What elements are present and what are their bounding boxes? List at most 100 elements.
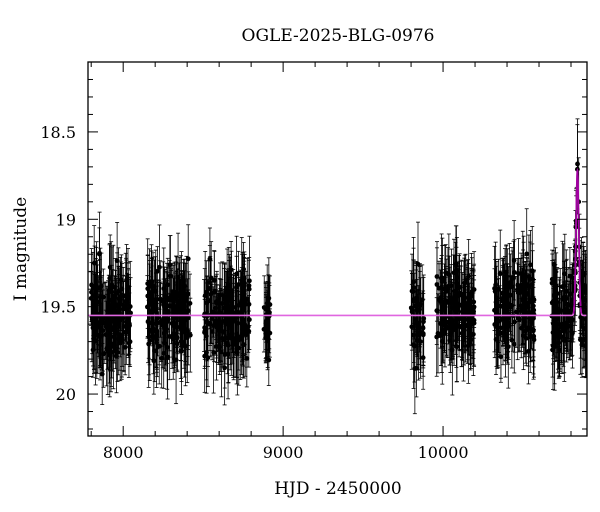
data-point: [123, 294, 129, 300]
data-point: [185, 291, 191, 297]
data-point: [145, 281, 151, 286]
data-point: [239, 298, 245, 304]
data-point: [492, 286, 497, 291]
data-point: [184, 335, 190, 340]
data-point: [154, 328, 160, 334]
model-peak-line: [572, 167, 583, 314]
data-point: [452, 288, 458, 294]
y-tick-labels: 18.5 19 19.5 20: [40, 123, 76, 404]
data-point: [244, 356, 250, 361]
data-point: [241, 266, 247, 272]
data-point: [579, 342, 585, 348]
data-point: [91, 336, 97, 342]
data-point: [509, 337, 515, 343]
data-point: [556, 331, 562, 337]
data-point: [520, 304, 526, 309]
data-point: [110, 341, 116, 347]
data-point: [178, 323, 184, 329]
data-point: [222, 365, 228, 371]
data-point: [246, 328, 252, 334]
data-point: [234, 285, 239, 290]
data-point: [453, 261, 459, 267]
data-point: [127, 323, 132, 328]
data-point: [529, 320, 535, 325]
data-point: [525, 304, 531, 310]
data-point: [207, 321, 213, 327]
data-point: [240, 320, 246, 326]
data-point: [107, 287, 112, 293]
data-point: [181, 301, 187, 307]
data-point: [554, 291, 560, 296]
data-point: [236, 345, 242, 351]
data-point: [240, 317, 246, 323]
data-point: [506, 303, 511, 309]
data-point: [157, 296, 163, 302]
data-point: [158, 319, 164, 325]
plot-frame: [87, 61, 588, 437]
data-point: [498, 354, 504, 360]
data-point: [511, 257, 517, 263]
data-point: [569, 329, 574, 335]
y-tick-label: 20: [56, 385, 76, 404]
data-point: [113, 318, 119, 324]
data-point: [531, 297, 537, 303]
data-point: [511, 275, 516, 281]
data-point: [564, 295, 570, 301]
y-tick-label: 19: [56, 210, 76, 229]
data-point: [518, 282, 524, 288]
data-point: [174, 324, 180, 330]
data-point: [107, 352, 113, 358]
data-point: [577, 337, 583, 343]
data-point: [119, 286, 125, 292]
data-point: [439, 285, 445, 290]
data-point: [161, 286, 167, 291]
data-point: [206, 285, 212, 291]
data-point: [497, 271, 503, 277]
data-point: [516, 315, 521, 321]
data-point: [127, 304, 133, 309]
data-point: [493, 299, 499, 305]
data-point: [552, 341, 557, 346]
data-point: [500, 290, 505, 296]
data-point: [228, 267, 234, 273]
data-point: [523, 300, 529, 306]
data-point: [449, 305, 455, 311]
data-point: [263, 320, 269, 326]
data-point: [583, 290, 587, 296]
data-point: [187, 300, 193, 306]
data-point: [165, 297, 171, 303]
data-point: [468, 332, 473, 338]
data-point: [580, 302, 586, 308]
data-point: [168, 293, 174, 299]
data-point: [414, 307, 420, 313]
data-point: [447, 338, 453, 343]
data-point: [145, 319, 151, 324]
data-point: [107, 318, 113, 323]
data-point: [107, 326, 112, 332]
data-point: [209, 329, 215, 334]
data-point: [122, 344, 128, 350]
data-point: [411, 332, 417, 338]
data-point: [246, 286, 252, 292]
data-point: [551, 318, 557, 324]
data-point: [123, 298, 129, 304]
data-point: [524, 251, 530, 257]
data-point: [125, 285, 131, 291]
data-point: [234, 331, 240, 337]
data-point: [454, 301, 460, 307]
data-point: [160, 323, 166, 329]
data-point: [449, 317, 455, 322]
data-point: [229, 287, 234, 293]
model-curve: [88, 167, 587, 317]
data-point: [581, 336, 587, 342]
data-point: [530, 303, 536, 309]
y-axis-ticks: [88, 61, 587, 430]
data-point: [99, 371, 105, 377]
data-point: [95, 300, 101, 305]
data-point: [225, 352, 231, 357]
data-point: [219, 349, 224, 355]
data-point: [173, 295, 179, 301]
data-point: [503, 307, 509, 313]
data-point: [580, 325, 586, 331]
